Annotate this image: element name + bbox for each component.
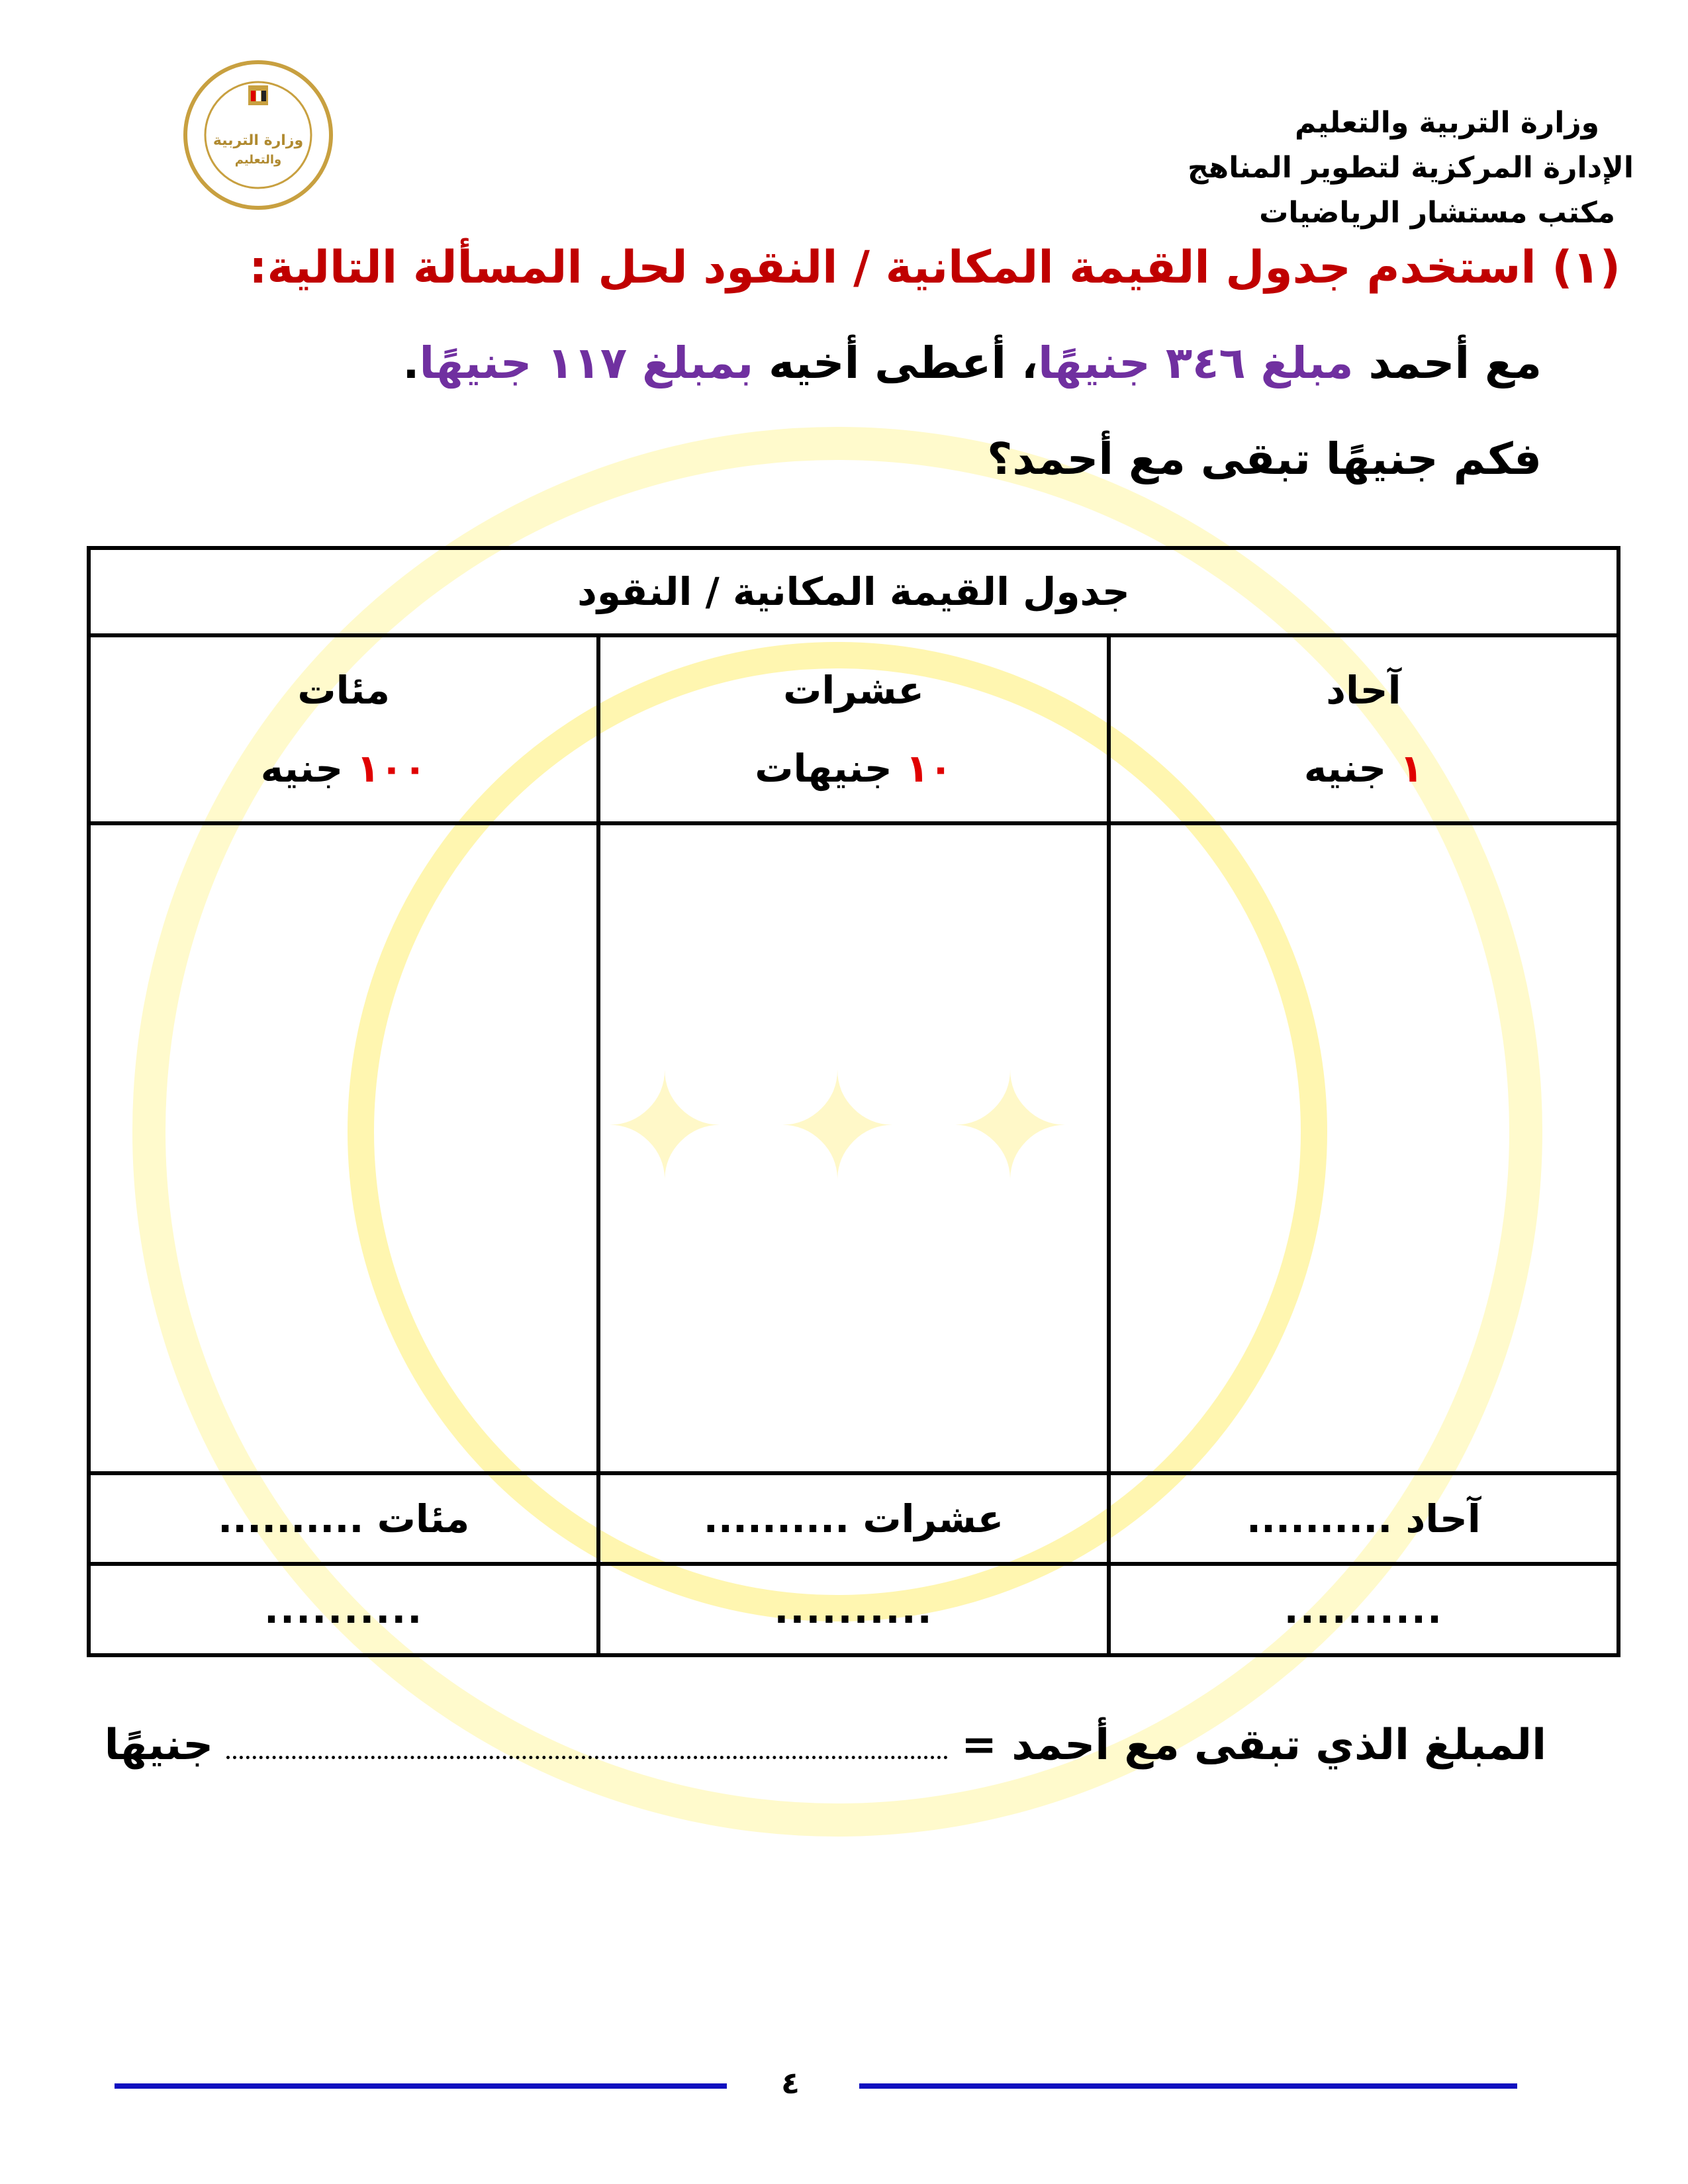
problem-text: ، أعطى أخيه [769,338,1039,388]
place-value-table: جدول القيمة المكانية / النقود آحاد ١ جني… [86,545,1621,1657]
column-header-hundreds: مئات ١٠٠ جنيه [86,633,601,826]
amount-highlight: بمبلغ ١١٧ جنيهًا [419,338,754,388]
answer-label: المبلغ الذي تبقى مع أحمد = [961,1721,1546,1770]
amount-highlight: مبلغ ٣٤٦ جنيهًا [1038,338,1354,388]
blank: .......... [703,1496,850,1541]
work-area-tens[interactable] [596,821,1111,1476]
column-unit: جنيهات [755,746,892,792]
column-value: ١٠ [905,746,953,792]
instruction-text: استخدم جدول القيمة المكانية / النقود لحل… [249,242,1536,294]
ministry-logo: وزارة التربية والتعليم [183,60,333,210]
row-label: عشرات [863,1496,1004,1541]
problem-text: . [402,338,420,388]
problem-line-2: فكم جنيهًا تبقى مع أحمد؟ [987,433,1542,484]
column-name: آحاد [1326,668,1401,713]
footer-line-left [115,2083,727,2089]
column-value: ١ [1399,746,1423,792]
row-label: مئات [377,1496,470,1541]
office-name: مكتب مستشار الرياضيات [1259,196,1615,230]
answer-row: المبلغ الذي تبقى مع أحمد = جنيهًا [105,1721,1546,1770]
page-number: ٤ [781,2065,800,2101]
ministry-name: وزارة التربية والتعليم [1295,106,1599,140]
count-ones[interactable]: آحاد .......... [1106,1471,1621,1567]
svg-text:والتعليم: والتعليم [235,153,281,167]
count-tens[interactable]: عشرات .......... [596,1471,1111,1567]
work-area-ones[interactable] [1106,821,1621,1476]
svg-text:وزارة التربية: وزارة التربية [213,132,303,149]
value-ones[interactable]: .......... [1106,1562,1621,1657]
column-value: ١٠٠ [356,746,427,792]
column-unit: جنيه [1303,746,1387,792]
table-caption: جدول القيمة المكانية / النقود [87,545,1620,638]
value-hundreds[interactable]: .......... [86,1562,601,1657]
blank: .......... [218,1496,364,1541]
question-instruction: (١) استخدم جدول القيمة المكانية / النقود… [249,242,1620,294]
column-header-ones: آحاد ١ جنيه [1106,633,1621,826]
value-tens[interactable]: .......... [596,1562,1111,1657]
work-area-hundreds[interactable] [86,821,601,1476]
question-number: (١) [1552,242,1620,294]
answer-blank[interactable] [226,1756,949,1759]
answer-unit: جنيهًا [104,1721,214,1770]
column-header-tens: عشرات ١٠ جنيهات [596,633,1111,826]
footer-line-right [859,2083,1517,2089]
blank: .......... [1284,1587,1443,1633]
row-label: آحاد [1405,1496,1481,1541]
column-name: مئات [297,668,390,713]
department-name: الإدارة المركزية لتطوير المناهج [1187,151,1634,185]
column-unit: جنيه [260,746,344,792]
problem-line-1: مع أحمد مبلغ ٣٤٦ جنيهًا، أعطى أخيه بمبلغ… [402,338,1542,388]
count-hundreds[interactable]: مئات .......... [86,1471,601,1567]
blank: .......... [264,1587,424,1633]
blank: .......... [1246,1496,1393,1541]
problem-text: مع أحمد [1368,338,1542,388]
blank: .......... [774,1587,933,1633]
column-name: عشرات [783,668,924,713]
